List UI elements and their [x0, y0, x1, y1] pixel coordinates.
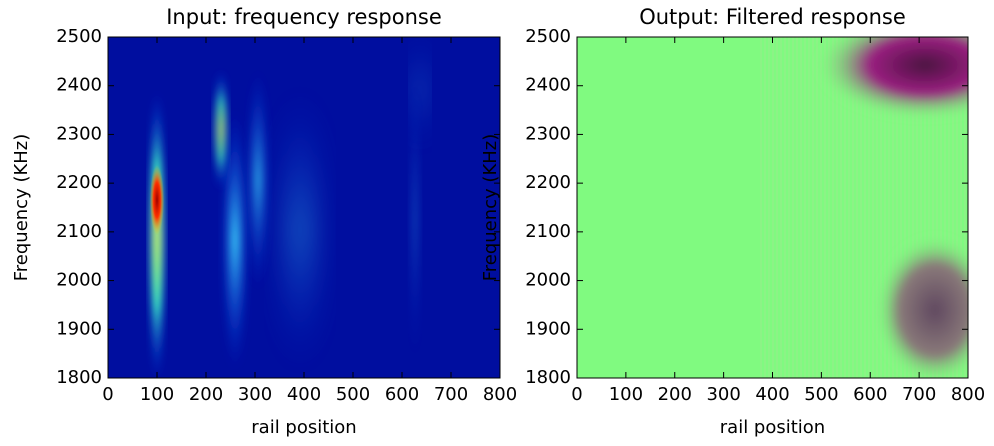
x-tick-label: 0: [102, 384, 113, 405]
heatmap-image: [108, 37, 500, 378]
x-axis-label: rail position: [720, 417, 825, 438]
x-tick-label: 100: [609, 384, 643, 405]
x-tick-label: 800: [483, 384, 517, 405]
y-tick-label: 1900: [525, 318, 571, 339]
y-axis-label: Frequency (KHz): [11, 134, 32, 282]
x-tick-label: 400: [287, 384, 321, 405]
y-tick-label: 2000: [56, 270, 102, 291]
heatmap-image: [577, 37, 968, 378]
y-tick-label: 2300: [56, 123, 102, 144]
x-tick-label: 300: [706, 384, 740, 405]
y-tick-label: 2400: [525, 75, 571, 96]
x-tick-label: 600: [385, 384, 419, 405]
x-tick-label: 100: [140, 384, 174, 405]
x-tick-label: 500: [804, 384, 838, 405]
x-tick-label: 800: [951, 384, 985, 405]
y-tick-label: 2000: [525, 270, 571, 291]
y-tick-label: 2100: [525, 221, 571, 242]
y-tick-label: 2100: [56, 221, 102, 242]
y-tick-label: 2200: [56, 172, 102, 193]
x-tick-label: 200: [189, 384, 223, 405]
y-tick-label: 1800: [525, 367, 571, 388]
y-tick-label: 1900: [56, 318, 102, 339]
x-tick-label: 600: [853, 384, 887, 405]
x-tick-label: 300: [238, 384, 272, 405]
x-tick-label: 400: [755, 384, 789, 405]
y-tick-label: 2300: [525, 123, 571, 144]
y-tick-label: 2200: [525, 172, 571, 193]
chart-title: Input: frequency response: [166, 5, 442, 29]
x-tick-label: 500: [336, 384, 370, 405]
y-axis-label: Frequency (KHz): [480, 134, 501, 282]
y-tick-label: 2400: [56, 75, 102, 96]
y-tick-label: 2500: [525, 26, 571, 47]
y-tick-label: 1800: [56, 367, 102, 388]
x-axis-label: rail position: [251, 417, 356, 438]
x-tick-label: 700: [434, 384, 468, 405]
x-tick-label: 200: [658, 384, 692, 405]
y-tick-label: 2500: [56, 26, 102, 47]
x-tick-label: 700: [902, 384, 936, 405]
chart-title: Output: Filtered response: [639, 5, 906, 29]
x-tick-label: 0: [571, 384, 582, 405]
